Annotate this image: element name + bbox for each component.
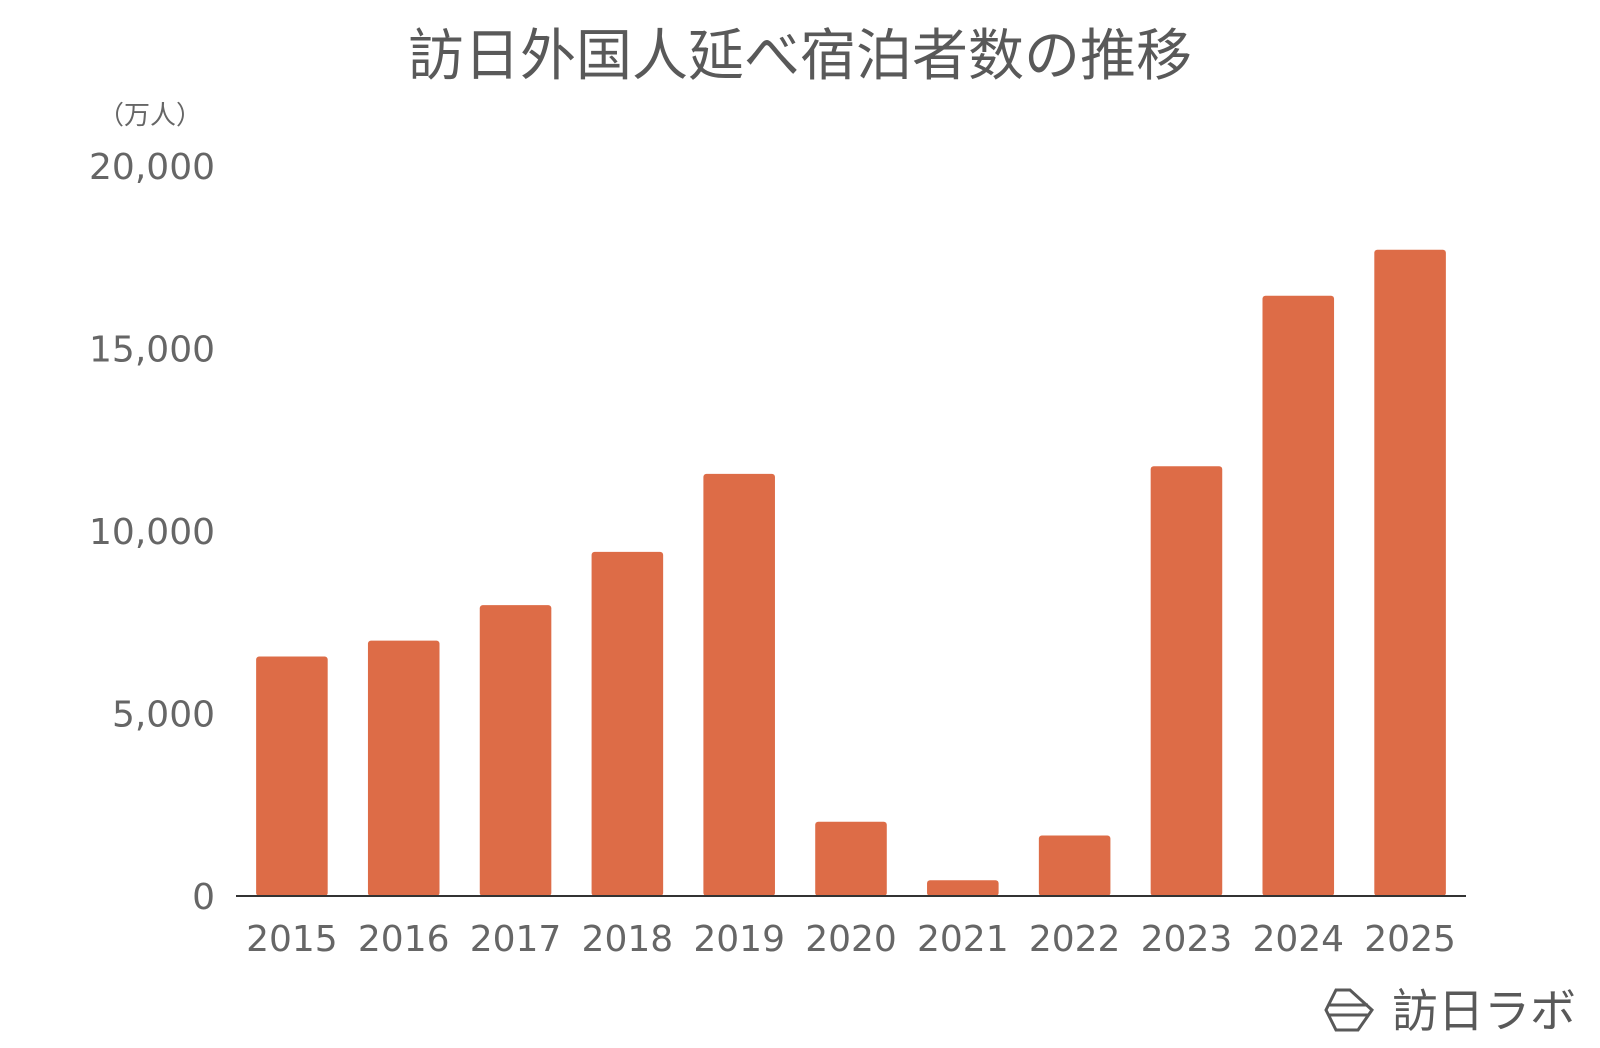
brand-logo-text: 訪日ラボ — [1392, 984, 1576, 1038]
bar-2023 — [1150, 466, 1223, 896]
x-tick-label: 2016 — [358, 919, 450, 960]
y-tick-label: 5,000 — [112, 695, 215, 736]
chart-title: 訪日外国人延べ宿泊者数の推移 — [408, 24, 1192, 89]
x-tick-label: 2021 — [917, 919, 1009, 960]
brand-logo: 訪日ラボ — [1324, 984, 1576, 1038]
bar-2022 — [1038, 835, 1111, 896]
bar-2021 — [927, 880, 999, 896]
bar-2018 — [591, 551, 664, 896]
x-tick-label: 2020 — [805, 919, 897, 960]
bar-2016 — [367, 640, 440, 896]
y-axis-unit-label: （万人） — [98, 101, 202, 131]
x-tick-label: 2024 — [1252, 919, 1344, 960]
bar-2020 — [815, 821, 887, 896]
x-tick-label: 2015 — [246, 919, 338, 960]
y-tick-label: 10,000 — [89, 512, 215, 553]
y-tick-label: 15,000 — [89, 330, 215, 371]
bar-2024 — [1262, 295, 1335, 896]
x-tick-label: 2017 — [470, 919, 562, 960]
bar-2015 — [256, 656, 328, 896]
x-tick-label: 2022 — [1029, 919, 1121, 960]
x-axis-ticks: 2015 2016 2017 2018 2019 2020 2021 2022 2023 2024… — [246, 919, 1456, 960]
x-tick-label: 2023 — [1141, 919, 1233, 960]
hexagon-logo-icon — [1324, 988, 1374, 1032]
x-tick-label: 2018 — [582, 919, 674, 960]
bar-2025 — [1374, 249, 1446, 896]
bars — [256, 249, 1446, 896]
bar-2019 — [703, 473, 775, 896]
x-tick-label: 2025 — [1364, 919, 1456, 960]
y-tick-label: 20,000 — [89, 147, 215, 188]
bar-2017 — [479, 605, 552, 896]
y-tick-label: 0 — [192, 877, 215, 918]
y-axis-ticks: 0 5,000 10,000 15,000 20,000 — [89, 147, 215, 918]
x-tick-label: 2019 — [693, 919, 785, 960]
